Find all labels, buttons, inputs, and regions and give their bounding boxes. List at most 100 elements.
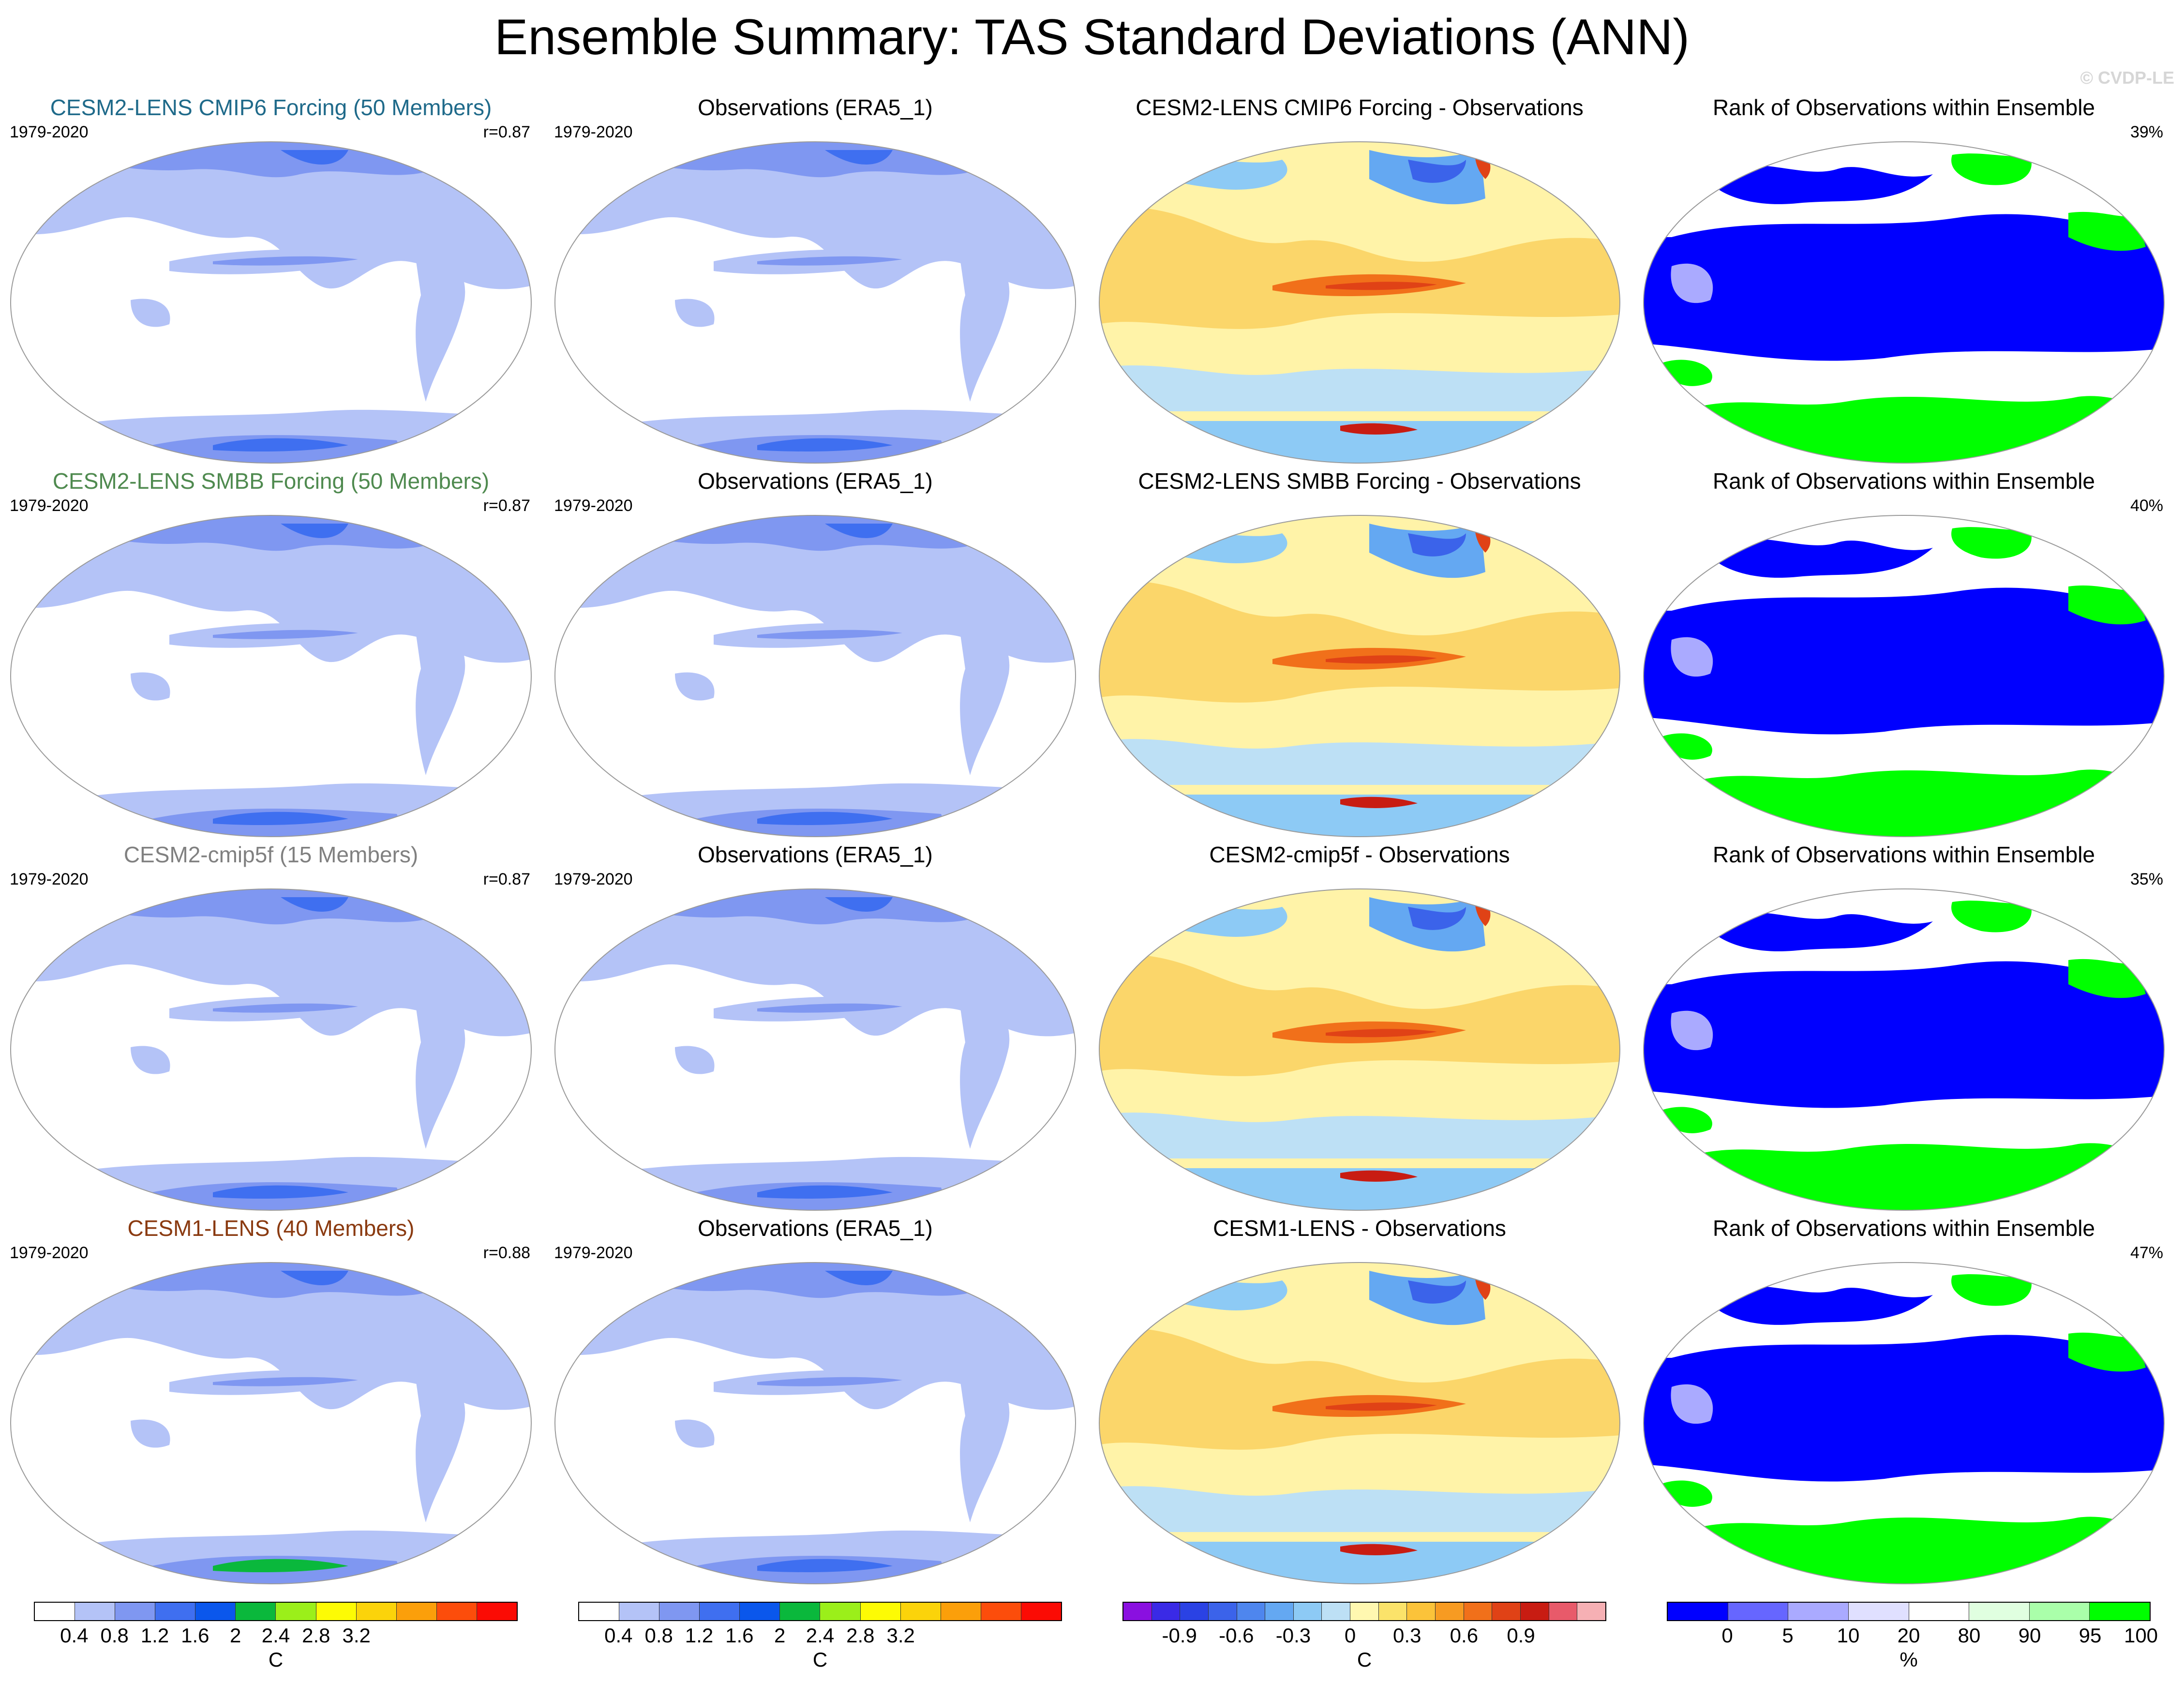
colorbar-tick: -0.9	[1162, 1624, 1197, 1647]
colorbar-swatch	[1464, 1603, 1493, 1620]
rank-low-north	[1701, 912, 1933, 951]
rank-high-north	[1951, 901, 2032, 932]
colorbar-tick: 0.4	[60, 1624, 89, 1647]
rank-low-tropics	[1644, 961, 2164, 1108]
antarctic-hotspot	[757, 438, 893, 451]
map-rank	[1643, 1262, 2165, 1584]
colorbar-unit: C	[1357, 1648, 1372, 1671]
colorbar-swatch	[1668, 1603, 1728, 1620]
colorbar-swatch	[2090, 1603, 2150, 1620]
colorbar-swatch	[2029, 1603, 2090, 1620]
colorbar-swatch	[1909, 1603, 1970, 1620]
rank-mid-patch	[1671, 1010, 1713, 1051]
colorbar-swatch	[700, 1603, 740, 1620]
rank-low-north	[1701, 1285, 1933, 1325]
panel-years: 1979-2020	[10, 1244, 89, 1262]
cool-southern	[1099, 1113, 1620, 1158]
rank-low-tropics	[1644, 1335, 2164, 1482]
rank-mid-patch	[1671, 263, 1713, 303]
australia-land	[675, 299, 715, 327]
panel-title: Rank of Observations within Ensemble	[1712, 842, 2095, 867]
rank-low-north	[1701, 538, 1933, 578]
colorbar-swatch	[396, 1603, 437, 1620]
americas-land	[960, 1379, 1010, 1522]
antarctic-hotspot	[757, 1559, 893, 1572]
colorbar-tick: 2	[774, 1624, 786, 1647]
rank-high-south	[1644, 1517, 2164, 1584]
panel-years: 1979-2020	[554, 870, 633, 888]
tropical-tongue-inner	[213, 1377, 358, 1386]
panel-title: Observations (ERA5_1)	[698, 842, 933, 867]
map-std	[10, 888, 532, 1211]
panel-stat: r=0.87	[483, 870, 530, 888]
map-obs	[554, 141, 1076, 464]
cool-southern	[1099, 1486, 1620, 1532]
colorbar-tick: 2.4	[806, 1624, 835, 1647]
enso-core	[1326, 1402, 1437, 1411]
panel-title: Rank of Observations within Ensemble	[1712, 95, 2095, 120]
map-diff	[1099, 515, 1620, 837]
colorbar-swatch	[1123, 1603, 1152, 1620]
map-panel-std: CESM2-LENS CMIP6 Forcing (50 Members) 197…	[5, 92, 537, 465]
americas-land	[960, 258, 1010, 402]
colorbar-std: 0.4 0.8 1.2 1.6 2 2.4 2.8 3.2 C	[34, 1602, 518, 1671]
tropical-tongue-inner	[757, 256, 902, 266]
map-panel-rank: Rank of Observations within Ensemble 35%	[1638, 839, 2170, 1212]
southern-hot	[1340, 423, 1418, 435]
warm-region-a	[1099, 954, 1620, 1076]
tropical-tongue-inner	[213, 256, 358, 266]
colorbar-swatch	[356, 1603, 397, 1620]
rank-high-south	[1644, 1143, 2164, 1210]
colorbar-tick: 20	[1897, 1624, 1920, 1647]
colorbar-swatch	[236, 1603, 276, 1620]
colorbar-tick: 2.8	[846, 1624, 875, 1647]
colorbar-swatch	[860, 1603, 901, 1620]
map-obs	[554, 1262, 1076, 1584]
panel-title: Rank of Observations within Ensemble	[1712, 468, 2095, 494]
colorbar-swatch	[1378, 1603, 1407, 1620]
warm-region-a	[1099, 580, 1620, 703]
colorbar-tick: -0.6	[1219, 1624, 1254, 1647]
colorbar-swatch	[900, 1603, 941, 1620]
cold-core	[1408, 907, 1466, 930]
map-panel-diff: CESM2-LENS SMBB Forcing - Observations	[1093, 466, 1626, 838]
panel-title: CESM2-cmip5f - Observations	[1209, 842, 1510, 867]
panel-title: CESM2-LENS CMIP6 Forcing (50 Members)	[50, 95, 492, 120]
high-latitude-land-band	[11, 142, 531, 289]
antarctic-hotspot	[757, 812, 893, 825]
colorbar-swatches	[34, 1602, 518, 1621]
antarctic-hotspot	[213, 438, 348, 451]
colorbar-swatch	[115, 1603, 156, 1620]
colorbar-swatch	[1577, 1603, 1605, 1620]
colorbar-swatch	[1848, 1603, 1909, 1620]
colorbar-swatch	[1322, 1603, 1351, 1620]
panel-years: 1979-2020	[554, 123, 633, 141]
panel-years: 1979-2020	[554, 496, 633, 515]
rank-high-north	[1951, 1274, 2032, 1306]
map-panel-rank: Rank of Observations within Ensemble 39%	[1638, 92, 2170, 465]
panel-stat: r=0.87	[483, 496, 530, 515]
colorbar-swatch	[1436, 1603, 1464, 1620]
map-std	[10, 1262, 532, 1584]
colorbar-tick: 1.2	[140, 1624, 169, 1647]
australia-land	[131, 672, 170, 701]
map-panel-rank: Rank of Observations within Ensemble 47%	[1638, 1213, 2170, 1585]
americas-land	[960, 1005, 1010, 1149]
map-rank	[1643, 141, 2165, 464]
colorbar-swatch	[820, 1603, 861, 1620]
high-latitude-land-band	[555, 889, 1076, 1037]
colorbar-swatch	[1237, 1603, 1266, 1620]
australia-land	[675, 1046, 715, 1074]
colorbar-swatch	[1728, 1603, 1789, 1620]
rank-low-north	[1701, 165, 1933, 204]
rank-high-north	[1951, 153, 2032, 185]
antarctic-hotspot	[213, 1559, 348, 1572]
antarctic-hotspot	[213, 812, 348, 825]
colorbar-swatches	[1667, 1602, 2151, 1621]
colorbar-swatch	[1293, 1603, 1322, 1620]
americas-land	[416, 1379, 465, 1522]
cool-southern	[1099, 739, 1620, 785]
warm-region-a	[1099, 1327, 1620, 1450]
southern-hot	[1340, 797, 1418, 808]
colorbar-swatch	[1152, 1603, 1181, 1620]
